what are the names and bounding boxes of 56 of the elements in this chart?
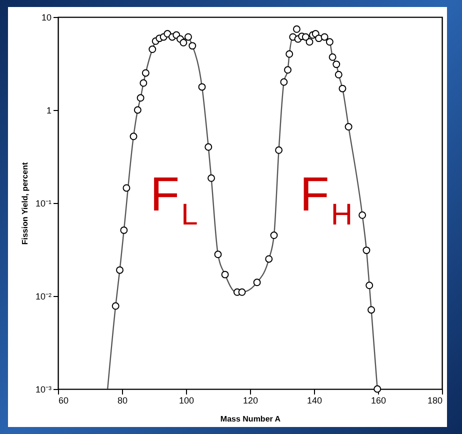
point (112, 302, 120, 310)
point (180, 38, 188, 46)
x-axis-title: Mass Number A (220, 414, 281, 424)
point (221, 270, 229, 278)
point (134, 106, 142, 114)
point (120, 226, 128, 234)
point (184, 33, 192, 41)
x-tick-label: 160 (370, 396, 386, 406)
point (214, 250, 222, 258)
x-tick-label: 180 (427, 396, 442, 406)
point (362, 246, 370, 254)
point (198, 83, 206, 91)
point (208, 174, 216, 182)
point (238, 288, 246, 296)
y-tick-label: 10 (41, 12, 52, 22)
x-tick-label: 80 (117, 396, 128, 406)
point (204, 143, 212, 151)
point (275, 146, 283, 154)
point (334, 70, 342, 78)
point (136, 94, 144, 102)
x-tick-label: 60 (58, 396, 69, 406)
point (140, 79, 148, 87)
point (284, 66, 292, 74)
point (130, 132, 138, 140)
point (366, 282, 374, 290)
point (148, 46, 156, 53)
point (315, 34, 323, 42)
point (122, 184, 130, 192)
point (292, 25, 300, 33)
point (320, 33, 328, 41)
point (286, 50, 294, 58)
point (332, 60, 340, 68)
point (142, 69, 150, 77)
point (326, 38, 334, 46)
point (253, 278, 261, 286)
point (368, 306, 376, 314)
point (358, 211, 366, 219)
y-tick-label: 10⁻¹ (35, 198, 52, 208)
point (270, 232, 278, 239)
point (265, 255, 273, 263)
x-tick-label: 100 (178, 396, 194, 406)
point (116, 266, 124, 274)
y-tick-label: 10⁻³ (35, 384, 52, 394)
y-tick-label: 1 (46, 106, 52, 116)
point (344, 123, 352, 131)
y-axis-title: Fission Yield, percent (20, 162, 30, 245)
point (280, 78, 288, 86)
point (188, 42, 196, 50)
point (338, 84, 346, 92)
point (328, 53, 336, 61)
x-tick-label: 120 (242, 396, 258, 406)
point (306, 38, 314, 46)
point (374, 385, 382, 393)
point (302, 33, 310, 41)
y-tick-label: 10⁻² (35, 292, 52, 302)
x-tick-label: 140 (306, 396, 322, 406)
